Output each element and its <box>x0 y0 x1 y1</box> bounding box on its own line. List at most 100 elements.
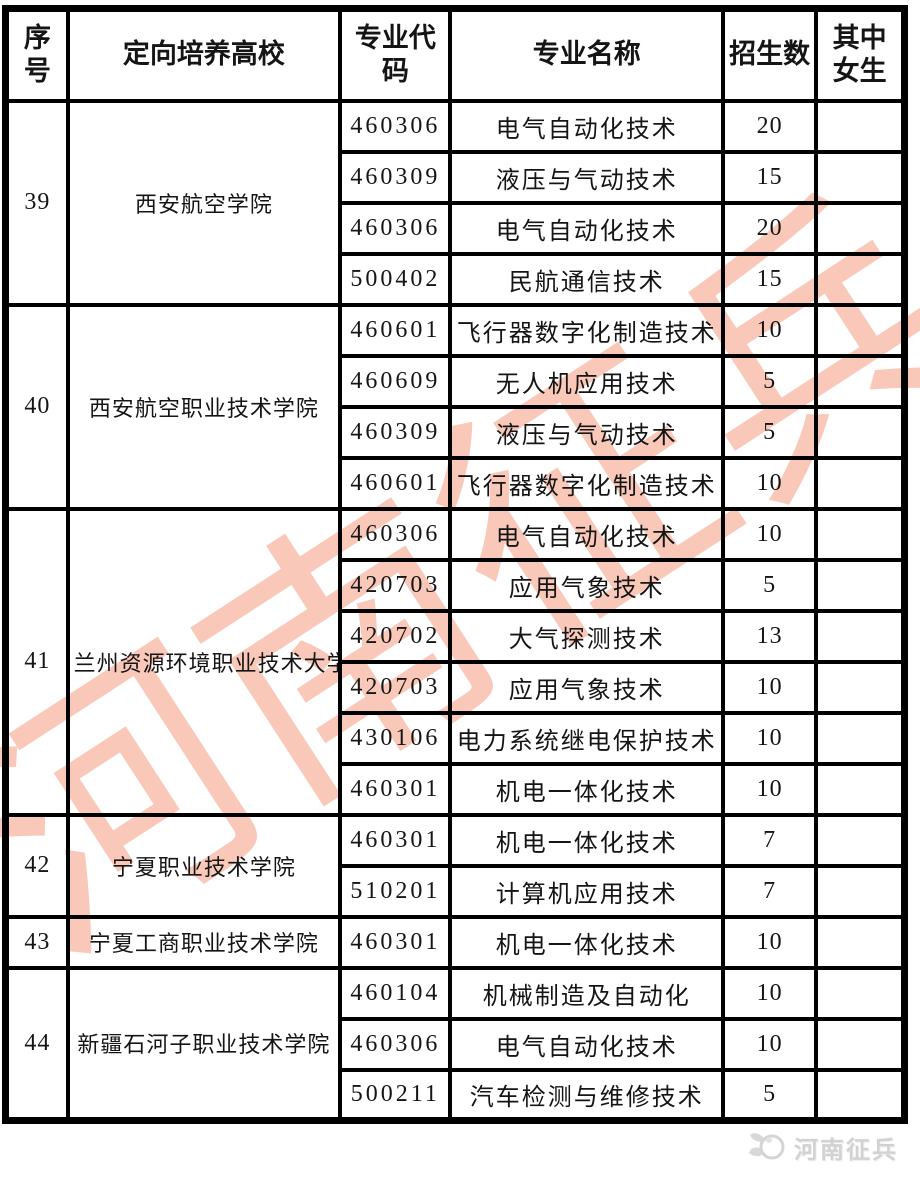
cell-female-count <box>814 557 907 613</box>
col-header-seq: 序号 <box>3 6 70 103</box>
col-header-major-name: 专业名称 <box>448 6 726 103</box>
table-row: 460301 机电一体化技术 10 <box>6 761 907 817</box>
footer-brand-label: 河南征兵 <box>794 1137 898 1164</box>
cell-major-code: 500211 <box>338 1067 453 1123</box>
cell-enroll-count: 13 <box>721 608 819 664</box>
cell-seq: 40 <box>3 302 70 511</box>
cell-major-name: 电气自动化技术 <box>448 200 726 256</box>
cell-enroll-count: 15 <box>721 251 819 307</box>
cell-major-code: 460104 <box>338 965 453 1021</box>
table-row: 39 西安航空学院 460306 电气自动化技术 20 <box>3 98 907 307</box>
table-row: 40 西安航空职业技术学院 460601 飞行器数字化制造技术 10 <box>3 302 907 511</box>
cell-major-code: 460306 <box>338 506 453 562</box>
cell-enroll-count: 10 <box>721 455 819 511</box>
cell-major-name: 应用气象技术 <box>448 659 726 715</box>
cell-major-code: 460301 <box>338 914 453 970</box>
table-row: 43 宁夏工商职业技术学院 460301 机电一体化技术 10 <box>3 914 907 970</box>
cell-enroll-count: 10 <box>721 965 819 1021</box>
cell-college: 兰州资源环境职业技术大学 <box>65 506 343 817</box>
enrollment-table: 序号 定向培养高校 专业代码 专业名称 招生数 其中女生 39 西安航空学院 460… <box>2 5 908 1124</box>
cell-female-count <box>814 1016 907 1072</box>
cell-major-code: 460306 <box>338 1016 453 1072</box>
table-row: 44 新疆石河子职业技术学院 460104 机械制造及自动化 10 <box>3 965 907 1123</box>
table-row: 510201 计算机应用技术 7 <box>6 863 907 919</box>
cell-enroll-count: 10 <box>721 761 819 817</box>
cell-major-name: 应用气象技术 <box>448 557 726 613</box>
cell-female-count <box>814 1067 907 1123</box>
cell-enroll-count: 5 <box>721 1067 819 1123</box>
cell-major-name: 电气自动化技术 <box>448 506 726 562</box>
cell-seq: 41 <box>3 506 70 817</box>
col-header-major-code: 专业代码 <box>338 6 453 103</box>
table-row: 460309 液压与气动技术 5 <box>6 404 907 460</box>
cell-enroll-count: 7 <box>721 812 819 868</box>
table-row: 500402 民航通信技术 15 <box>6 251 907 307</box>
cell-major-code: 420703 <box>338 659 453 715</box>
cell-female-count <box>814 863 907 919</box>
cell-major-code: 500402 <box>338 251 453 307</box>
cell-enroll-count: 10 <box>721 710 819 766</box>
table-row: 42 宁夏职业技术学院 460301 机电一体化技术 7 <box>3 812 907 919</box>
cell-female-count <box>814 506 907 562</box>
cell-enroll-count: 7 <box>721 863 819 919</box>
cell-seq: 44 <box>3 965 70 1123</box>
cell-major-code: 460601 <box>338 302 453 358</box>
cell-female-count <box>814 812 907 868</box>
cell-major-name: 飞行器数字化制造技术 <box>448 302 726 358</box>
cell-female-count <box>814 659 907 715</box>
cell-enroll-count: 10 <box>721 302 819 358</box>
cell-enroll-count: 10 <box>721 1016 819 1072</box>
table-row: 420703 应用气象技术 10 <box>6 659 907 715</box>
cell-enroll-count: 10 <box>721 914 819 970</box>
cell-college: 宁夏工商职业技术学院 <box>65 914 343 970</box>
cell-major-code: 460306 <box>338 98 453 154</box>
cell-major-name: 机电一体化技术 <box>448 812 726 868</box>
cell-female-count <box>814 761 907 817</box>
cell-enroll-count: 5 <box>721 404 819 460</box>
cell-major-name: 无人机应用技术 <box>448 353 726 409</box>
table-row: 430106 电力系统继电保护技术 10 <box>6 710 907 766</box>
cell-major-code: 420702 <box>338 608 453 664</box>
cell-major-code: 460301 <box>338 812 453 868</box>
cell-female-count <box>814 302 907 358</box>
cell-major-code: 460609 <box>338 353 453 409</box>
cell-major-code: 460309 <box>338 404 453 460</box>
cell-female-count <box>814 608 907 664</box>
cell-college: 西安航空职业技术学院 <box>65 302 343 511</box>
cell-seq: 42 <box>3 812 70 919</box>
cell-seq: 43 <box>3 914 70 970</box>
cell-major-name: 电气自动化技术 <box>448 1016 726 1072</box>
cell-major-name: 飞行器数字化制造技术 <box>448 455 726 511</box>
cell-major-name: 液压与气动技术 <box>448 149 726 205</box>
cell-female-count <box>814 149 907 205</box>
cell-major-name: 机械制造及自动化 <box>448 965 726 1021</box>
table-row: 420703 应用气象技术 5 <box>6 557 907 613</box>
cell-female-count <box>814 710 907 766</box>
cell-major-code: 460306 <box>338 200 453 256</box>
cell-female-count <box>814 914 907 970</box>
table-row: 460306 电气自动化技术 20 <box>6 200 907 256</box>
cell-major-name: 电力系统继电保护技术 <box>448 710 726 766</box>
cell-enroll-count: 20 <box>721 98 819 154</box>
cell-enroll-count: 10 <box>721 506 819 562</box>
cell-seq: 39 <box>3 98 70 307</box>
table-row: 460609 无人机应用技术 5 <box>6 353 907 409</box>
cell-enroll-count: 20 <box>721 200 819 256</box>
table-row: 41 兰州资源环境职业技术大学 460306 电气自动化技术 10 <box>3 506 907 817</box>
table-row: 460306 电气自动化技术 10 <box>6 1016 907 1072</box>
cell-major-name: 计算机应用技术 <box>448 863 726 919</box>
cell-major-code: 420703 <box>338 557 453 613</box>
cell-female-count <box>814 965 907 1021</box>
table-row: 460309 液压与气动技术 15 <box>6 149 907 205</box>
cell-major-name: 汽车检测与维修技术 <box>448 1067 726 1123</box>
cell-enroll-count: 5 <box>721 557 819 613</box>
cell-major-name: 民航通信技术 <box>448 251 726 307</box>
col-header-college: 定向培养高校 <box>65 6 343 103</box>
dove-logo-icon <box>746 1128 788 1167</box>
cell-major-code: 460601 <box>338 455 453 511</box>
cell-female-count <box>814 200 907 256</box>
cell-female-count <box>814 404 907 460</box>
cell-enroll-count: 5 <box>721 353 819 409</box>
col-header-enroll-count: 招生数 <box>721 6 819 103</box>
